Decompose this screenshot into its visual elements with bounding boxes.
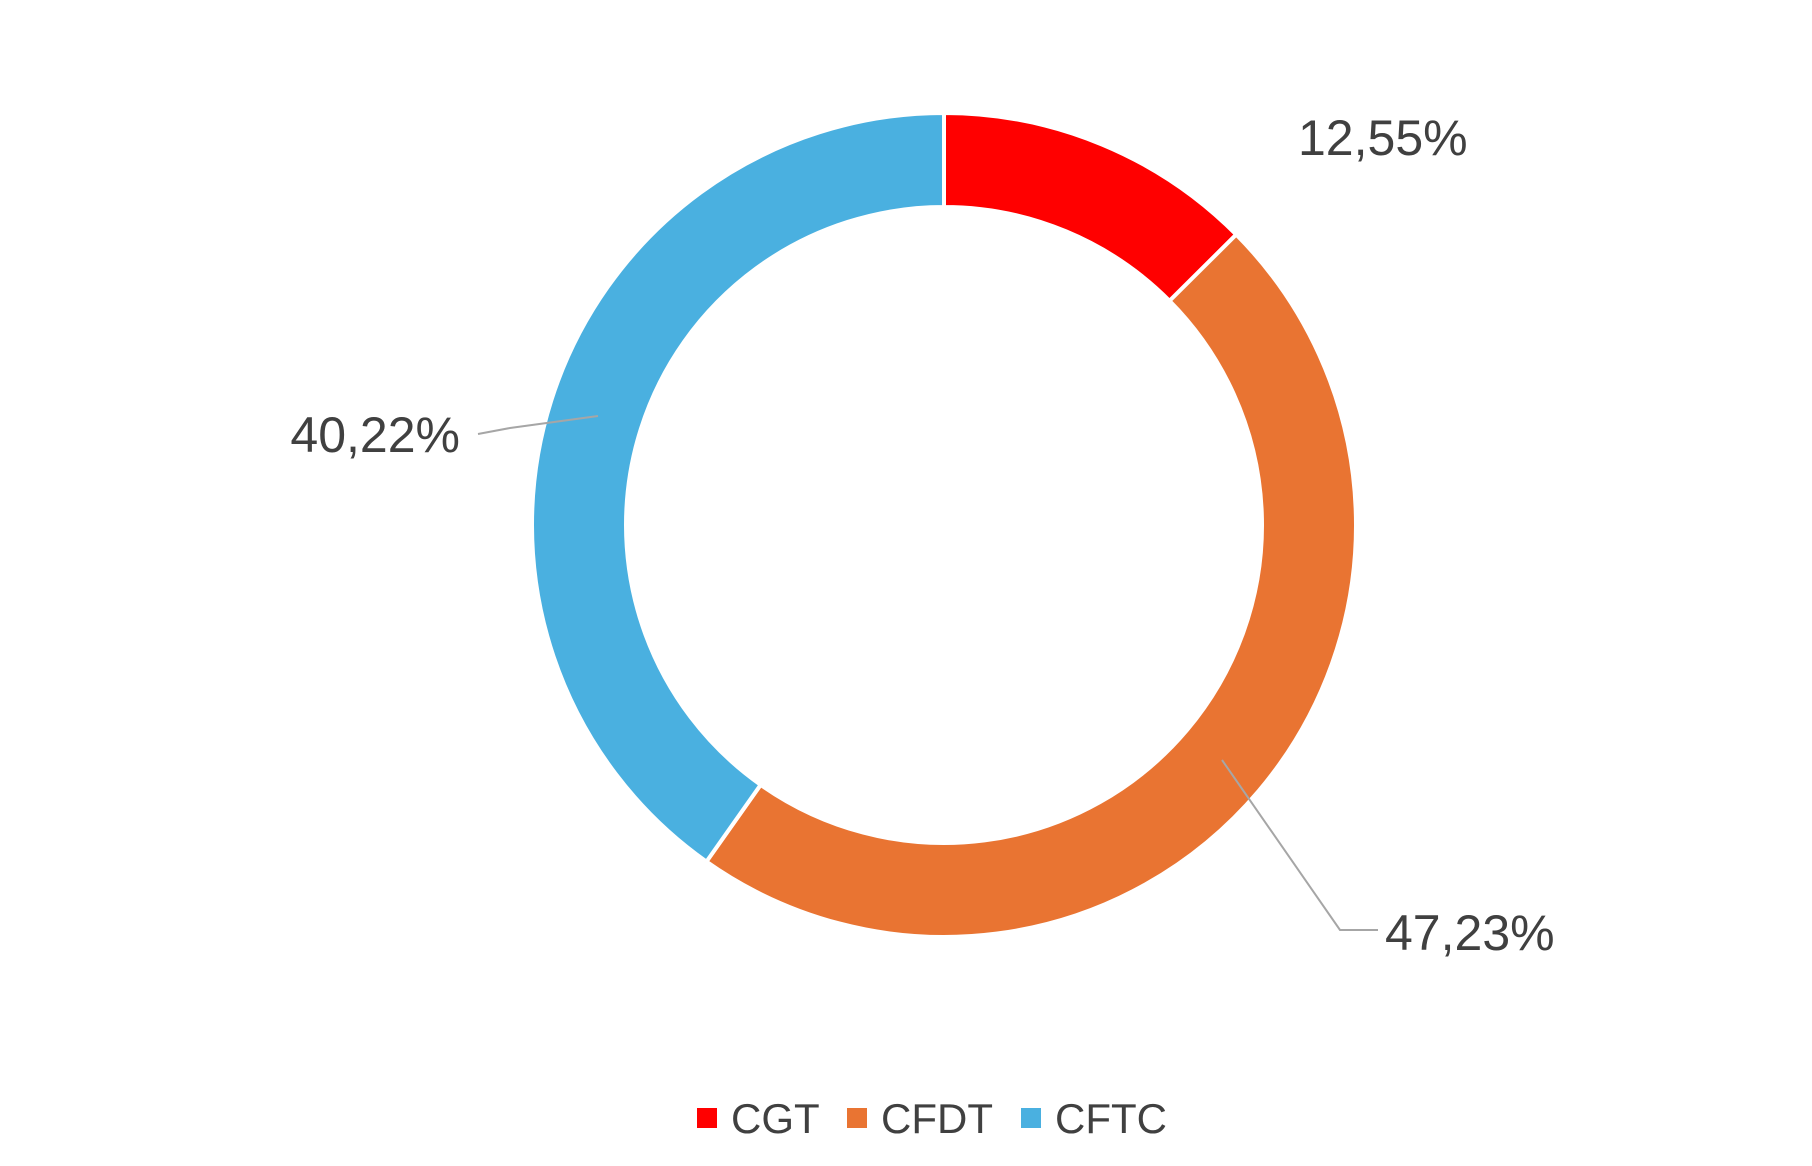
leader-lines xyxy=(477,415,1378,931)
slice-cftc xyxy=(530,110,946,865)
data-label-cfdt: 47,23% xyxy=(1385,905,1555,961)
legend-swatch-cgt xyxy=(697,1108,717,1128)
leader-line-cfdt xyxy=(1221,759,1378,931)
legend-label-cfdt: CFDT xyxy=(881,1095,993,1142)
slice-cgt xyxy=(942,110,1240,304)
leader-line-cftc xyxy=(477,415,599,435)
data-label-cgt: 12,55% xyxy=(1298,110,1468,166)
legend-label-cgt: CGT xyxy=(731,1095,820,1142)
legend-swatch-cftc xyxy=(1021,1108,1041,1128)
chart-slices xyxy=(530,110,1358,939)
data-labels: 12,55% 47,23% 40,22% xyxy=(290,110,1554,961)
legend-label-cftc: CFTC xyxy=(1055,1095,1167,1142)
legend-swatch-cfdt xyxy=(847,1108,867,1128)
slice-cfdt xyxy=(703,231,1358,939)
data-label-cftc: 40,22% xyxy=(290,407,460,463)
chart-legend: CGT CFDT CFTC xyxy=(697,1095,1167,1142)
